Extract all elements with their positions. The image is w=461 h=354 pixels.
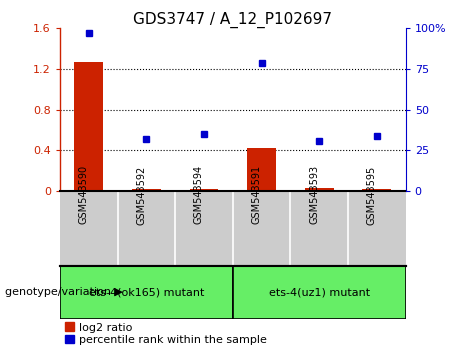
- Text: ets-4(uz1) mutant: ets-4(uz1) mutant: [269, 287, 370, 297]
- Text: GSM543593: GSM543593: [309, 165, 319, 224]
- Bar: [305, 188, 334, 191]
- Legend: log2 ratio, percentile rank within the sample: log2 ratio, percentile rank within the s…: [65, 322, 267, 345]
- Bar: [189, 189, 219, 191]
- Text: GSM543595: GSM543595: [367, 165, 377, 224]
- Text: GSM543590: GSM543590: [79, 165, 89, 224]
- Bar: [233, 266, 406, 319]
- Text: genotype/variation ▶: genotype/variation ▶: [5, 287, 123, 297]
- Text: GSM543594: GSM543594: [194, 165, 204, 224]
- Title: GDS3747 / A_12_P102697: GDS3747 / A_12_P102697: [133, 12, 332, 28]
- Bar: [74, 62, 103, 191]
- Text: GSM543592: GSM543592: [136, 165, 146, 224]
- Bar: [247, 148, 276, 191]
- Text: ets-4(ok165) mutant: ets-4(ok165) mutant: [89, 287, 204, 297]
- Bar: [132, 189, 161, 191]
- Bar: [362, 189, 391, 191]
- Text: GSM543591: GSM543591: [252, 165, 262, 224]
- Bar: [60, 266, 233, 319]
